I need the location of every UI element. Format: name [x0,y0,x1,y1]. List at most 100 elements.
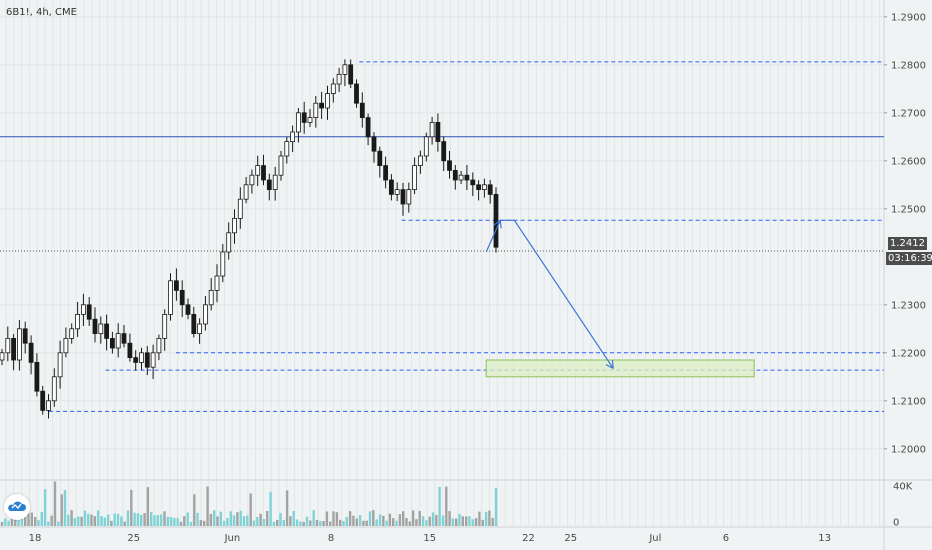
volume-bar [196,512,199,526]
candle-body [447,160,452,171]
volume-bar [193,494,196,526]
candle-body [278,155,284,176]
last-price-badge: 1.2412 [888,237,927,250]
candle-body [359,102,365,118]
candle-body [51,376,57,402]
volume-bar [229,511,232,526]
volume-bar [332,511,335,526]
price-tick-label: 1.2700 [891,108,926,119]
price-tick-label: 1.2000 [891,444,926,455]
candle-body [104,323,109,339]
volume-bar [325,511,329,526]
candle-body [86,304,92,320]
volume-bar [309,520,312,526]
volume-bar [322,521,325,526]
volume-bar [461,516,464,526]
volume-bar [348,511,352,526]
cloud-icon [8,501,27,511]
volume-bar [0,522,4,526]
volume-bar [305,516,309,526]
volume-bar [34,517,37,526]
candle-body [226,232,232,253]
projection-path [485,219,614,369]
volume-bar [213,510,216,526]
time-tick-label: Jul [648,533,661,544]
volume-bar [206,486,209,526]
volume-bar [133,512,136,526]
volume-bar [491,517,494,526]
arrow-head-down [605,360,614,370]
candle-body [365,117,371,138]
candle-body [243,184,249,200]
candle-body [28,342,34,363]
candle-body [307,117,313,123]
volume-bar [156,515,159,526]
time-tick-label: 22 [522,533,535,544]
volume-bar [302,521,305,526]
candle-body [168,280,173,315]
target-zone [485,359,755,378]
volume-bar [93,516,96,526]
volume-bar [179,521,183,526]
volume-bar [421,516,425,526]
volume-bar [43,489,47,526]
price-tick-label: 1.2900 [891,12,926,23]
candle-body [452,169,458,181]
volume-bar [130,489,133,526]
volume-bar [435,515,438,526]
candle-body [429,122,435,138]
volume-bar [176,518,179,526]
volume-bar [73,518,77,526]
candle-body [435,122,441,143]
candle-body [325,93,330,109]
volume-bar [402,511,405,526]
volume-bar [126,510,130,526]
volume-bar [242,516,246,526]
candle-body [284,141,290,157]
candle-body [377,150,383,166]
volume-bar [203,520,206,526]
candle-body [127,342,133,359]
volume-bar [358,515,362,526]
candle-body [115,333,121,349]
volume-bar [67,514,70,526]
volume-bar [27,513,30,526]
volume-bar [365,520,368,526]
volume-bar [465,516,468,526]
volume-bar [70,510,73,526]
volume-bar [140,514,143,526]
candle-body [0,352,5,361]
volume-bar [411,510,415,526]
volume-bar [375,519,378,526]
candle-body [290,131,296,143]
volume-bar [113,513,116,526]
volume-bar [30,512,33,526]
candle-body [342,64,348,75]
volume-bar [494,488,498,526]
volume-bar [37,520,40,526]
volume-bar [262,519,266,526]
volume-bar [382,515,385,526]
time-tick-label: 13 [818,533,831,544]
volume-bar [50,515,53,526]
time-tick-label: 6 [723,533,729,544]
volume-bar [4,518,7,526]
volume-bar [256,517,259,526]
volume-bar [468,516,471,526]
volume-bar [335,512,339,526]
volume-bar [415,519,418,526]
candle-body [458,174,464,181]
volume-bar [329,521,332,526]
tradingview-logo[interactable] [4,494,30,520]
volume-bar [285,490,289,526]
candle-body [266,179,272,191]
volume-bar [150,511,153,526]
volume-bar [166,516,169,526]
candle-body [173,280,179,291]
volume-bar [355,518,358,526]
candle-body [46,400,51,411]
candle-body [464,174,470,181]
volume-bar [60,494,63,526]
volume-bar [295,519,299,526]
